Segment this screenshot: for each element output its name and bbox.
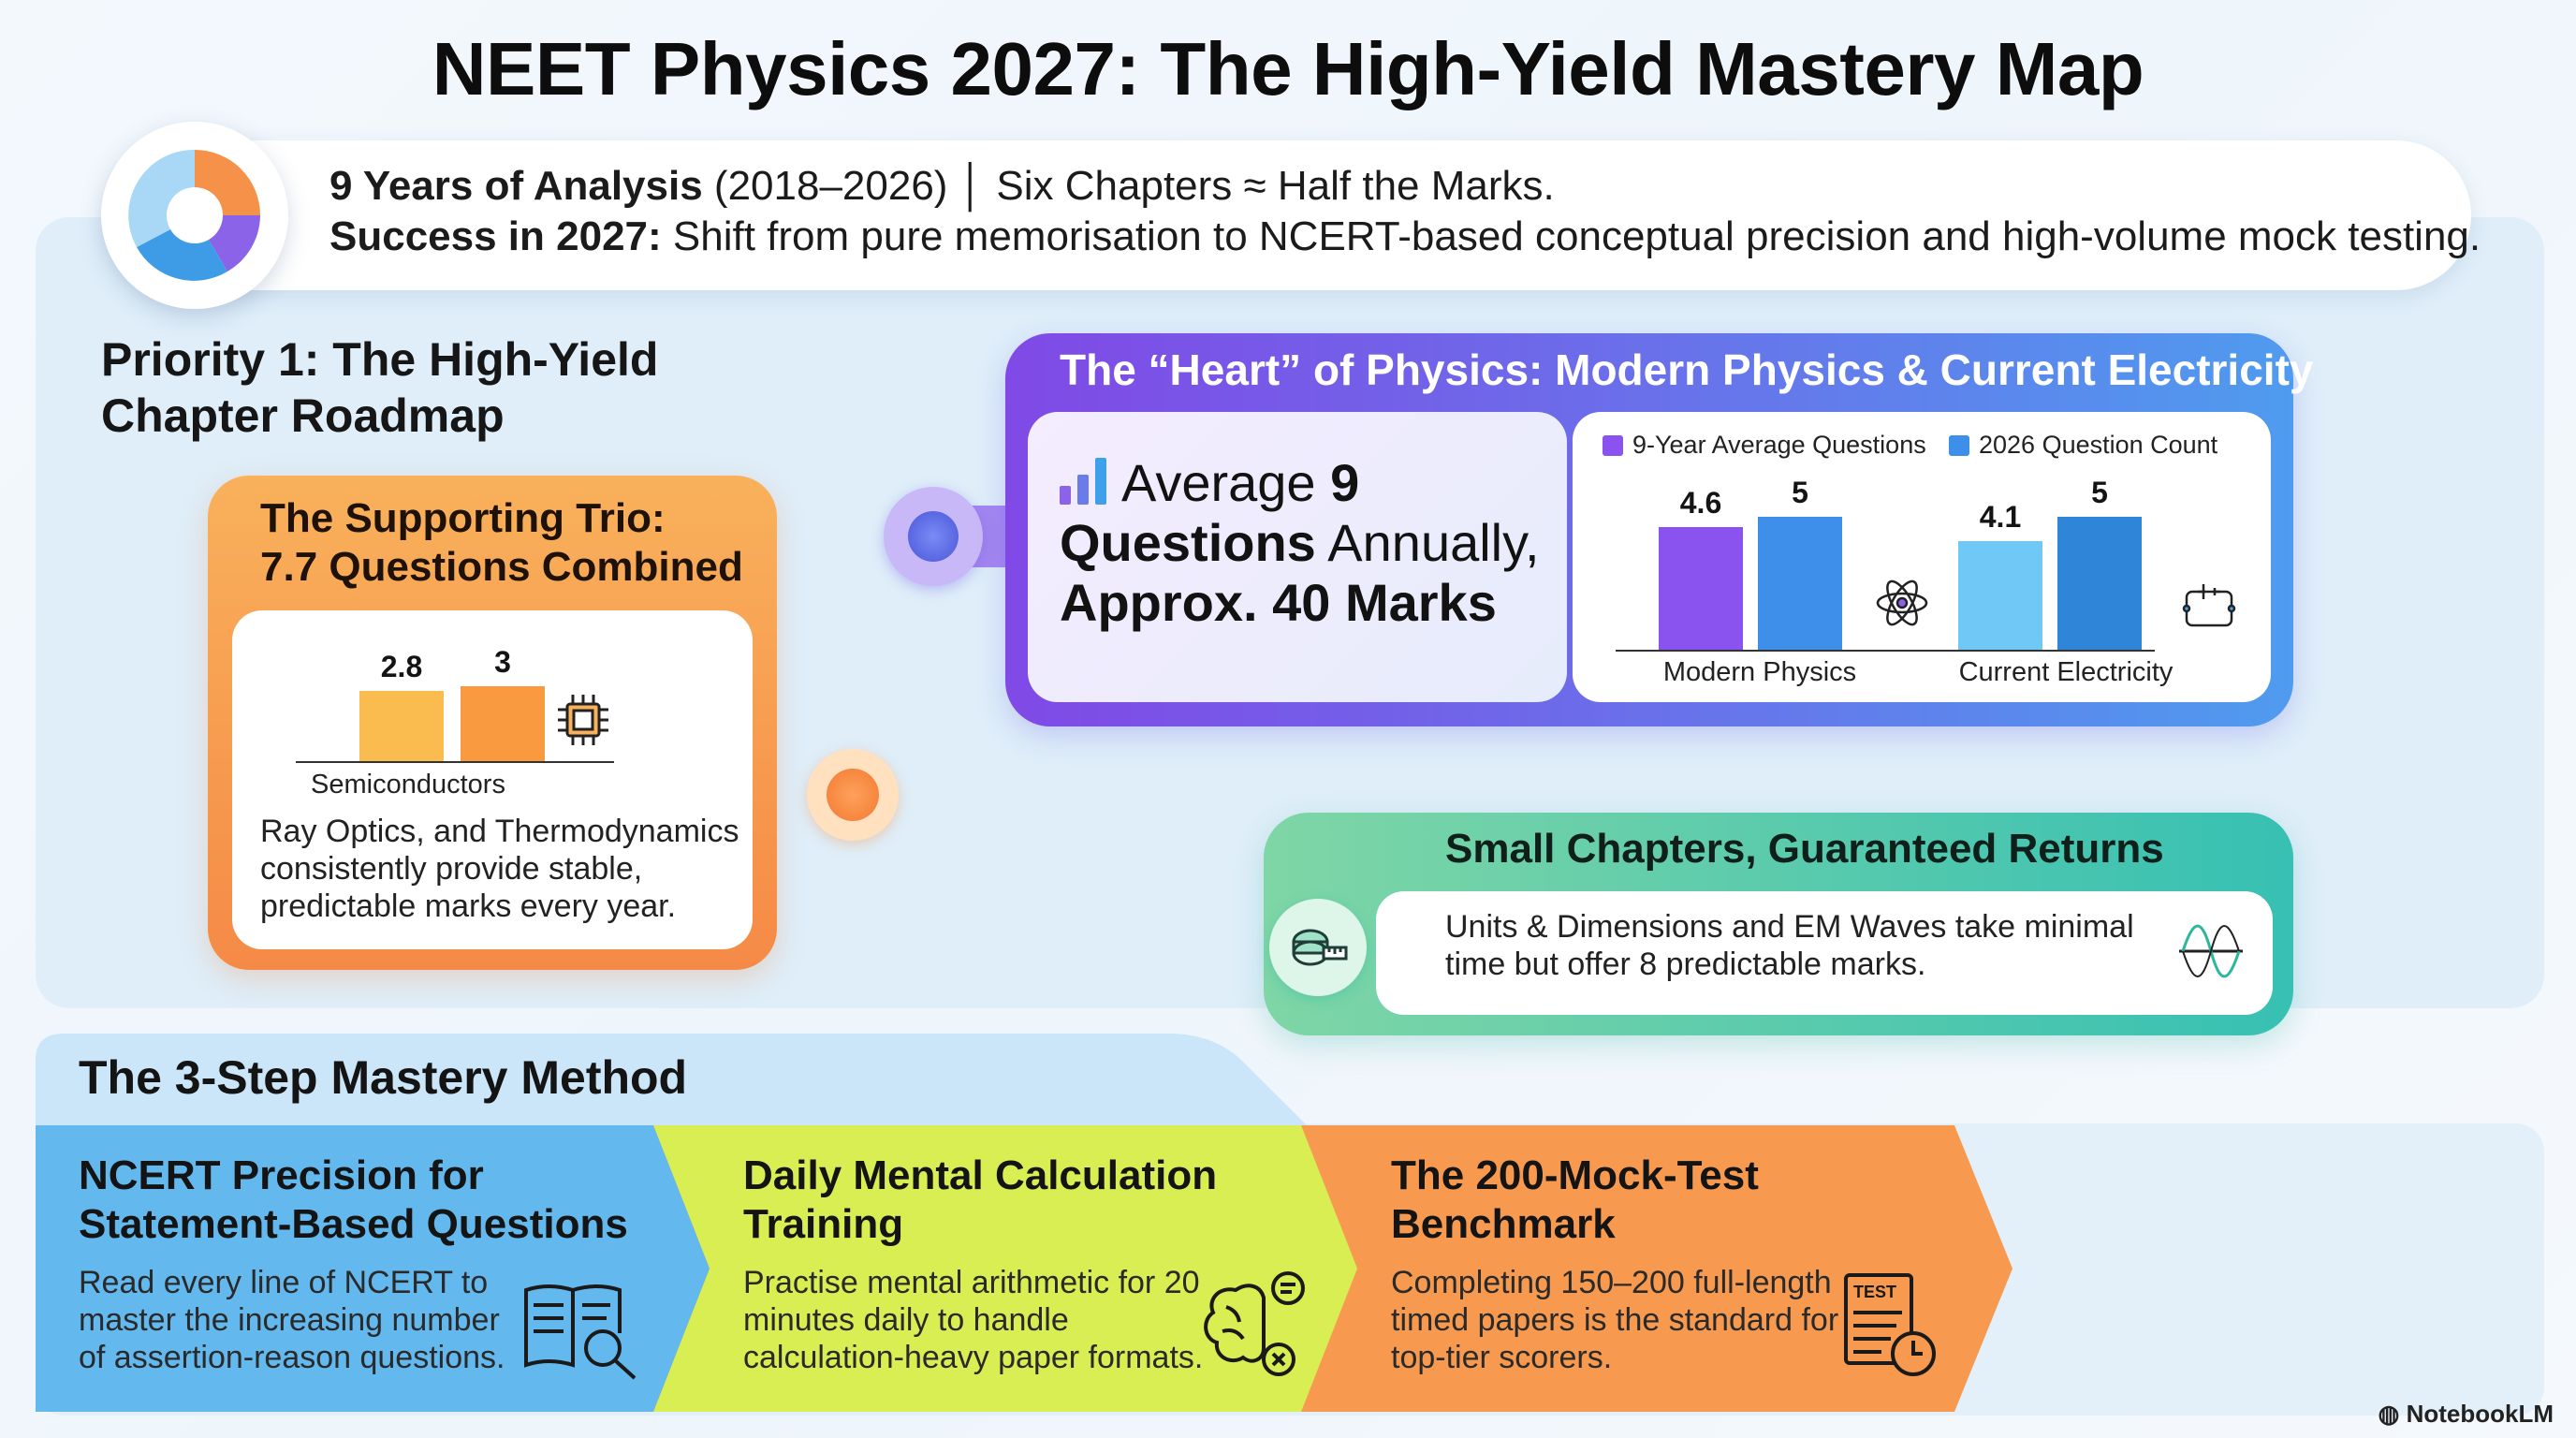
- heart-bar-chart: Modern Physics Current Electricity 4.6 5 4…: [1573, 412, 2271, 702]
- bar-value-label: 2.8: [380, 650, 423, 684]
- bar-value-label: 4.6: [1679, 486, 1722, 521]
- small-chapters-title: Small Chapters, Guaranteed Returns: [1445, 826, 2164, 872]
- bar-chart-icon: [1060, 458, 1110, 505]
- step-1-title: NCERT Precision for Statement-Based Ques…: [79, 1152, 628, 1247]
- chart-axis: [296, 761, 614, 763]
- average-stat-panel: [1028, 412, 1567, 702]
- measuring-tape-icon: [1269, 899, 1367, 996]
- bar-value-label: 3: [494, 645, 511, 679]
- method-steps-strip: [36, 1125, 2012, 1412]
- bar-value-label: 5: [1792, 476, 1808, 509]
- chart-axis: [1616, 650, 2155, 652]
- chart-bar: [1659, 527, 1743, 650]
- chart-bar: [1758, 517, 1842, 650]
- step-2-title: Daily Mental Calculation Training: [743, 1152, 1218, 1247]
- axis-category-label: Semiconductors: [311, 770, 505, 800]
- wave-icon: [2177, 921, 2245, 986]
- legend-item-2026: 2026 Question Count: [1949, 431, 2217, 460]
- method-title: The 3-Step Mastery Method: [79, 1051, 688, 1104]
- circuit-icon: [2181, 579, 2237, 636]
- atom-icon: [1874, 575, 1930, 636]
- heart-chart-panel: 9-Year Average Questions 2026 Question C…: [1573, 412, 2271, 702]
- connector-dot: [827, 769, 879, 821]
- heart-title: The “Heart” of Physics: Modern Physics &…: [1060, 345, 2314, 394]
- pie-logo-icon: [101, 122, 288, 309]
- step-3-title: The 200-Mock-Test Benchmark: [1391, 1152, 1759, 1247]
- banner-line-1: 9 Years of Analysis (2018–2026) │ Six Ch…: [329, 163, 1555, 209]
- trio-description: Ray Optics, and Thermodynamics consisten…: [260, 814, 739, 924]
- connector-dot: [908, 511, 959, 562]
- small-chapters-text: Units & Dimensions and EM Waves take min…: [1445, 909, 2134, 982]
- chart-bar: [1958, 540, 2042, 650]
- page-title: NEET Physics 2027: The High-Yield Master…: [432, 27, 2144, 110]
- trio-title: The Supporting Trio: 7.7 Questions Combi…: [260, 495, 743, 590]
- trio-inner-panel: Semiconductors 2.8 3: [232, 610, 753, 949]
- chart-bar: [2057, 517, 2142, 650]
- banner-line-2: Success in 2027: Shift from pure memoris…: [329, 213, 2481, 259]
- bar-value-label: 5: [2091, 476, 2108, 509]
- priority-heading: Priority 1: The High-Yield Chapter Roadm…: [101, 333, 659, 442]
- test-clock-icon: TEST: [1840, 1269, 1943, 1387]
- small-chapters-inner: [1376, 891, 2273, 1015]
- notebooklm-credit: ◍ NotebookLM: [2378, 1400, 2554, 1428]
- legend-item-average: 9-Year Average Questions: [1603, 431, 1926, 460]
- step-2-text: Practise mental arithmetic for 20 minute…: [743, 1265, 1204, 1375]
- step-1-text: Read every line of NCERT to master the i…: [79, 1265, 505, 1375]
- chart-bar: [359, 691, 444, 761]
- svg-text:TEST: TEST: [1853, 1283, 1896, 1301]
- axis-category-label: Modern Physics: [1662, 657, 1857, 687]
- chip-icon: [554, 691, 612, 754]
- semiconductor-bar-chart: Semiconductors 2.8 3: [232, 610, 753, 816]
- brain-icon: [1198, 1266, 1310, 1387]
- chart-bar: [461, 686, 545, 761]
- average-stat-text: Average 9 Questions Annually, Approx. 40…: [1060, 453, 1540, 632]
- method-tab: [36, 1034, 1309, 1127]
- bar-value-label: 4.1: [1979, 499, 2022, 534]
- step-3-text: Completing 150–200 full-length timed pap…: [1391, 1265, 1839, 1375]
- book-magnifier-icon: [520, 1277, 642, 1385]
- axis-category-label: Current Electricity: [1958, 657, 2174, 687]
- summary-banner: [112, 140, 2471, 290]
